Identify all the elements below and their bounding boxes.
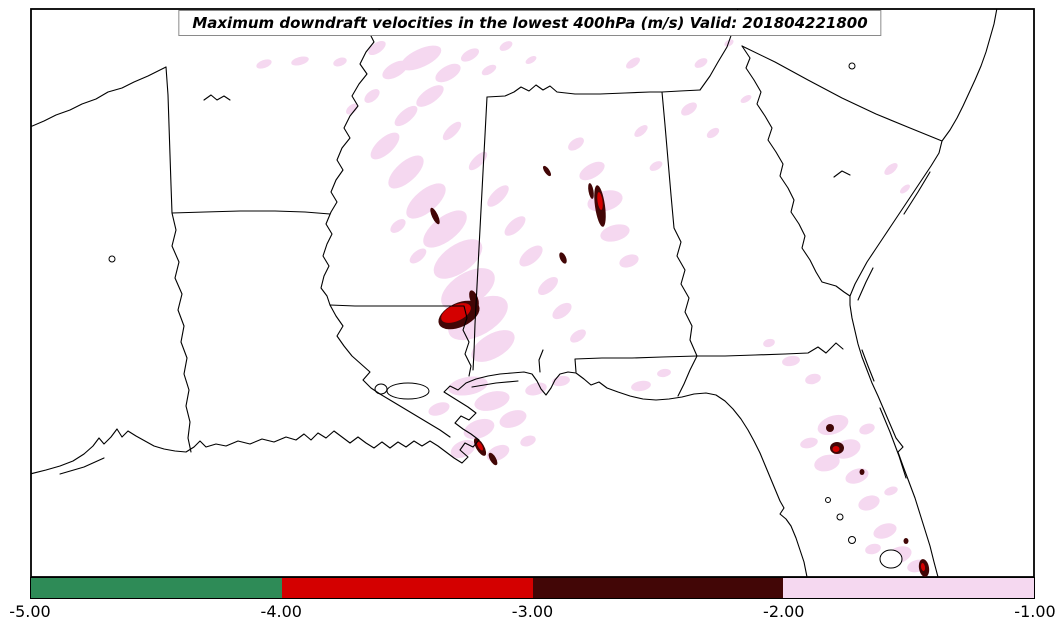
map-border: [30, 8, 1035, 578]
colorbar-tick-labels: -5.00 -4.00 -3.00 -2.00 -1.00: [9, 601, 1055, 625]
barrier-islands-north-florida: [861, 349, 875, 382]
plot-title: Maximum downdraft velocities in the lowe…: [178, 10, 882, 36]
colorbar-tick-label: -4.00: [260, 602, 302, 621]
alabama-georgia-border: [661, 91, 698, 357]
mobile-river: [538, 349, 544, 373]
red-river-border: [31, 66, 167, 128]
barrier-islands-mississippi-sound: [471, 380, 519, 388]
barrier-islands-florida-east: [879, 407, 907, 479]
florida-north-border: [574, 342, 844, 373]
colorbar-segment-dark-maroon: [532, 578, 784, 598]
colorbar-segment-red: [281, 578, 533, 598]
mississippi-river-upper: [320, 9, 381, 306]
shading-light-pink: [256, 39, 927, 573]
lake-marion-squiggle: [833, 170, 851, 178]
shading-red: [441, 192, 926, 571]
colorbar: [30, 577, 1035, 599]
lakes: [108, 62, 903, 569]
apalachicola-river: [677, 355, 698, 397]
barrier-islands-georgia: [857, 267, 874, 301]
mississippi-alabama-border: [472, 96, 488, 371]
atlantic-coastline: [849, 9, 998, 577]
colorbar-tick-label: -5.00: [9, 602, 51, 621]
tennessee-border: [486, 84, 701, 98]
arkansas-river-squiggle: [203, 94, 231, 101]
colorbar-tick-label: -2.00: [763, 602, 805, 621]
texas-arkansas-border: [165, 66, 173, 214]
barrier-islands-south-carolina: [903, 171, 931, 215]
colorbar-tick-label: -3.00: [511, 602, 554, 621]
colorbar-tick-label: -1.00: [1014, 602, 1056, 621]
gulf-coastline: [31, 371, 808, 577]
colorbar-segment-light-pink: [783, 578, 1034, 598]
georgia-southcarolina-border: [741, 45, 851, 297]
mississippi-river-lower: [329, 304, 451, 438]
texas-louisiana-border: [171, 212, 192, 453]
barrier-islands-texas: [59, 457, 105, 475]
arkansas-louisiana-border: [171, 210, 331, 215]
northcarolina-southcarolina-border: [741, 45, 943, 142]
colorbar-segment-green: [31, 578, 282, 598]
louisiana-mississippi-border: [329, 304, 472, 377]
